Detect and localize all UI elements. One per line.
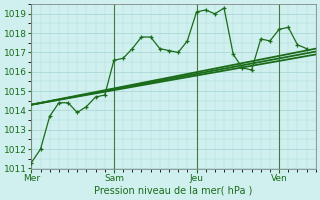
X-axis label: Pression niveau de la mer( hPa ): Pression niveau de la mer( hPa ) — [94, 186, 253, 196]
